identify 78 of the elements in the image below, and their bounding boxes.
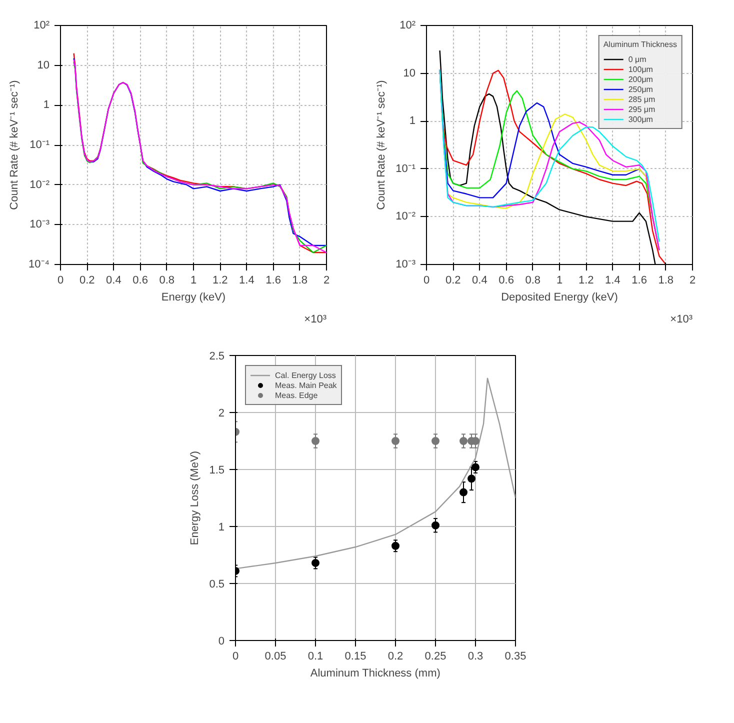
x-tick-label: 0.2	[79, 274, 95, 286]
legend-label: 295 μm	[628, 104, 656, 114]
x-tick-label: 1.2	[212, 274, 228, 286]
point	[432, 521, 440, 530]
y-tick-label: 10	[403, 67, 416, 80]
text: ×10³	[670, 314, 693, 326]
y-tick-label: 10⁻¹	[396, 162, 416, 175]
y-tick-label: 10	[37, 59, 50, 72]
x-tick-label: 0.2	[445, 274, 461, 286]
x-tick-label: 0.15	[344, 650, 366, 662]
y-axis-title: Count Rate (# keV⁻¹ sec⁻¹)	[8, 80, 21, 210]
y-tick-label: 10⁻³	[396, 258, 416, 270]
x-tick-label: 2	[323, 274, 330, 286]
legend-label: Cal. Energy Loss	[275, 370, 336, 380]
y-tick-label: 1	[218, 522, 225, 534]
legend-label: Meas. Edge	[275, 390, 318, 400]
x-tick-label: 1.4	[605, 274, 620, 286]
x-tick-label: 0	[232, 650, 239, 662]
x-tick-label: 0.1	[308, 650, 324, 662]
y-tick-label: 0	[218, 636, 225, 648]
y-axis-title: Count Rate (# keV⁻¹ sec⁻¹)	[376, 80, 388, 210]
x-tick-label: 1.2	[578, 274, 594, 286]
point	[392, 437, 400, 445]
point	[432, 437, 440, 445]
x-tick-label: 1.6	[632, 274, 647, 286]
legend-label: 285 μm	[628, 94, 656, 104]
x-tick-label: 0	[57, 274, 64, 286]
x-tick-label: 1	[190, 274, 197, 286]
point	[392, 542, 400, 550]
y-tick-label: 10²	[400, 20, 416, 32]
legend-label: 100μm	[628, 64, 653, 74]
x-tick-label: 0.8	[159, 274, 175, 286]
point	[468, 474, 476, 483]
x-axis-title: Aluminum Thickness (mm)	[310, 668, 440, 680]
legend-label: 250μm	[628, 84, 653, 94]
x-axis-title: Deposited Energy (keV)	[501, 292, 618, 304]
y-axis-title: Energy Loss (MeV)	[189, 450, 202, 546]
y-tick-label: 1	[409, 115, 416, 128]
y-tick-label: 10⁻⁴	[28, 258, 50, 270]
y-tick-label: 10⁻¹	[30, 139, 50, 151]
point	[312, 558, 320, 567]
legend-label: 300μm	[628, 114, 653, 124]
x-tick-label: 0.8	[525, 274, 541, 286]
x-tick-label: 0.25	[424, 650, 446, 662]
x-tick-label: 2	[689, 274, 696, 286]
y-tick-label: 10⁻²	[396, 210, 416, 223]
text: ×10³	[304, 314, 327, 326]
legend-label: 0 μm	[628, 54, 648, 64]
x-tick-label: 0	[423, 274, 430, 286]
legend-label: Meas. Main Peak	[275, 380, 337, 390]
x-tick-label: 1.8	[658, 274, 674, 286]
y-tick-label: 1.5	[209, 464, 225, 476]
x-tick-label: 0.6	[498, 274, 514, 286]
y-tick-label: 0.5	[209, 578, 225, 590]
legend-label: 200μm	[628, 74, 653, 84]
point	[460, 437, 468, 445]
y-tick-label: 2	[218, 408, 225, 420]
point	[472, 463, 480, 472]
x-tick-label: 0.4	[472, 274, 488, 286]
point	[460, 488, 468, 496]
y-tick-label: 10⁻²	[30, 178, 50, 191]
x-tick-label: 0.35	[504, 650, 526, 662]
x-tick-label: 0.3	[468, 650, 484, 662]
y-tick-label: 2.5	[209, 350, 225, 362]
x-tick-label: 1	[556, 274, 563, 286]
x-tick-label: 0.05	[264, 650, 286, 662]
y-tick-label: 10²	[34, 20, 50, 32]
legend-title: Aluminum Thickness	[603, 40, 677, 49]
point	[312, 437, 320, 445]
x-tick-label: 0.4	[106, 274, 122, 286]
y-tick-label: 10⁻³	[30, 218, 50, 231]
x-tick-label: 1.4	[239, 274, 254, 286]
y-tick-label: 1	[43, 99, 50, 112]
x-tick-label: 1.8	[292, 274, 308, 286]
x-tick-label: 0.6	[132, 274, 148, 286]
x-tick-label: 0.2	[388, 650, 404, 662]
x-axis-title: Energy (keV)	[161, 292, 226, 304]
x-tick-label: 1.6	[266, 274, 281, 286]
